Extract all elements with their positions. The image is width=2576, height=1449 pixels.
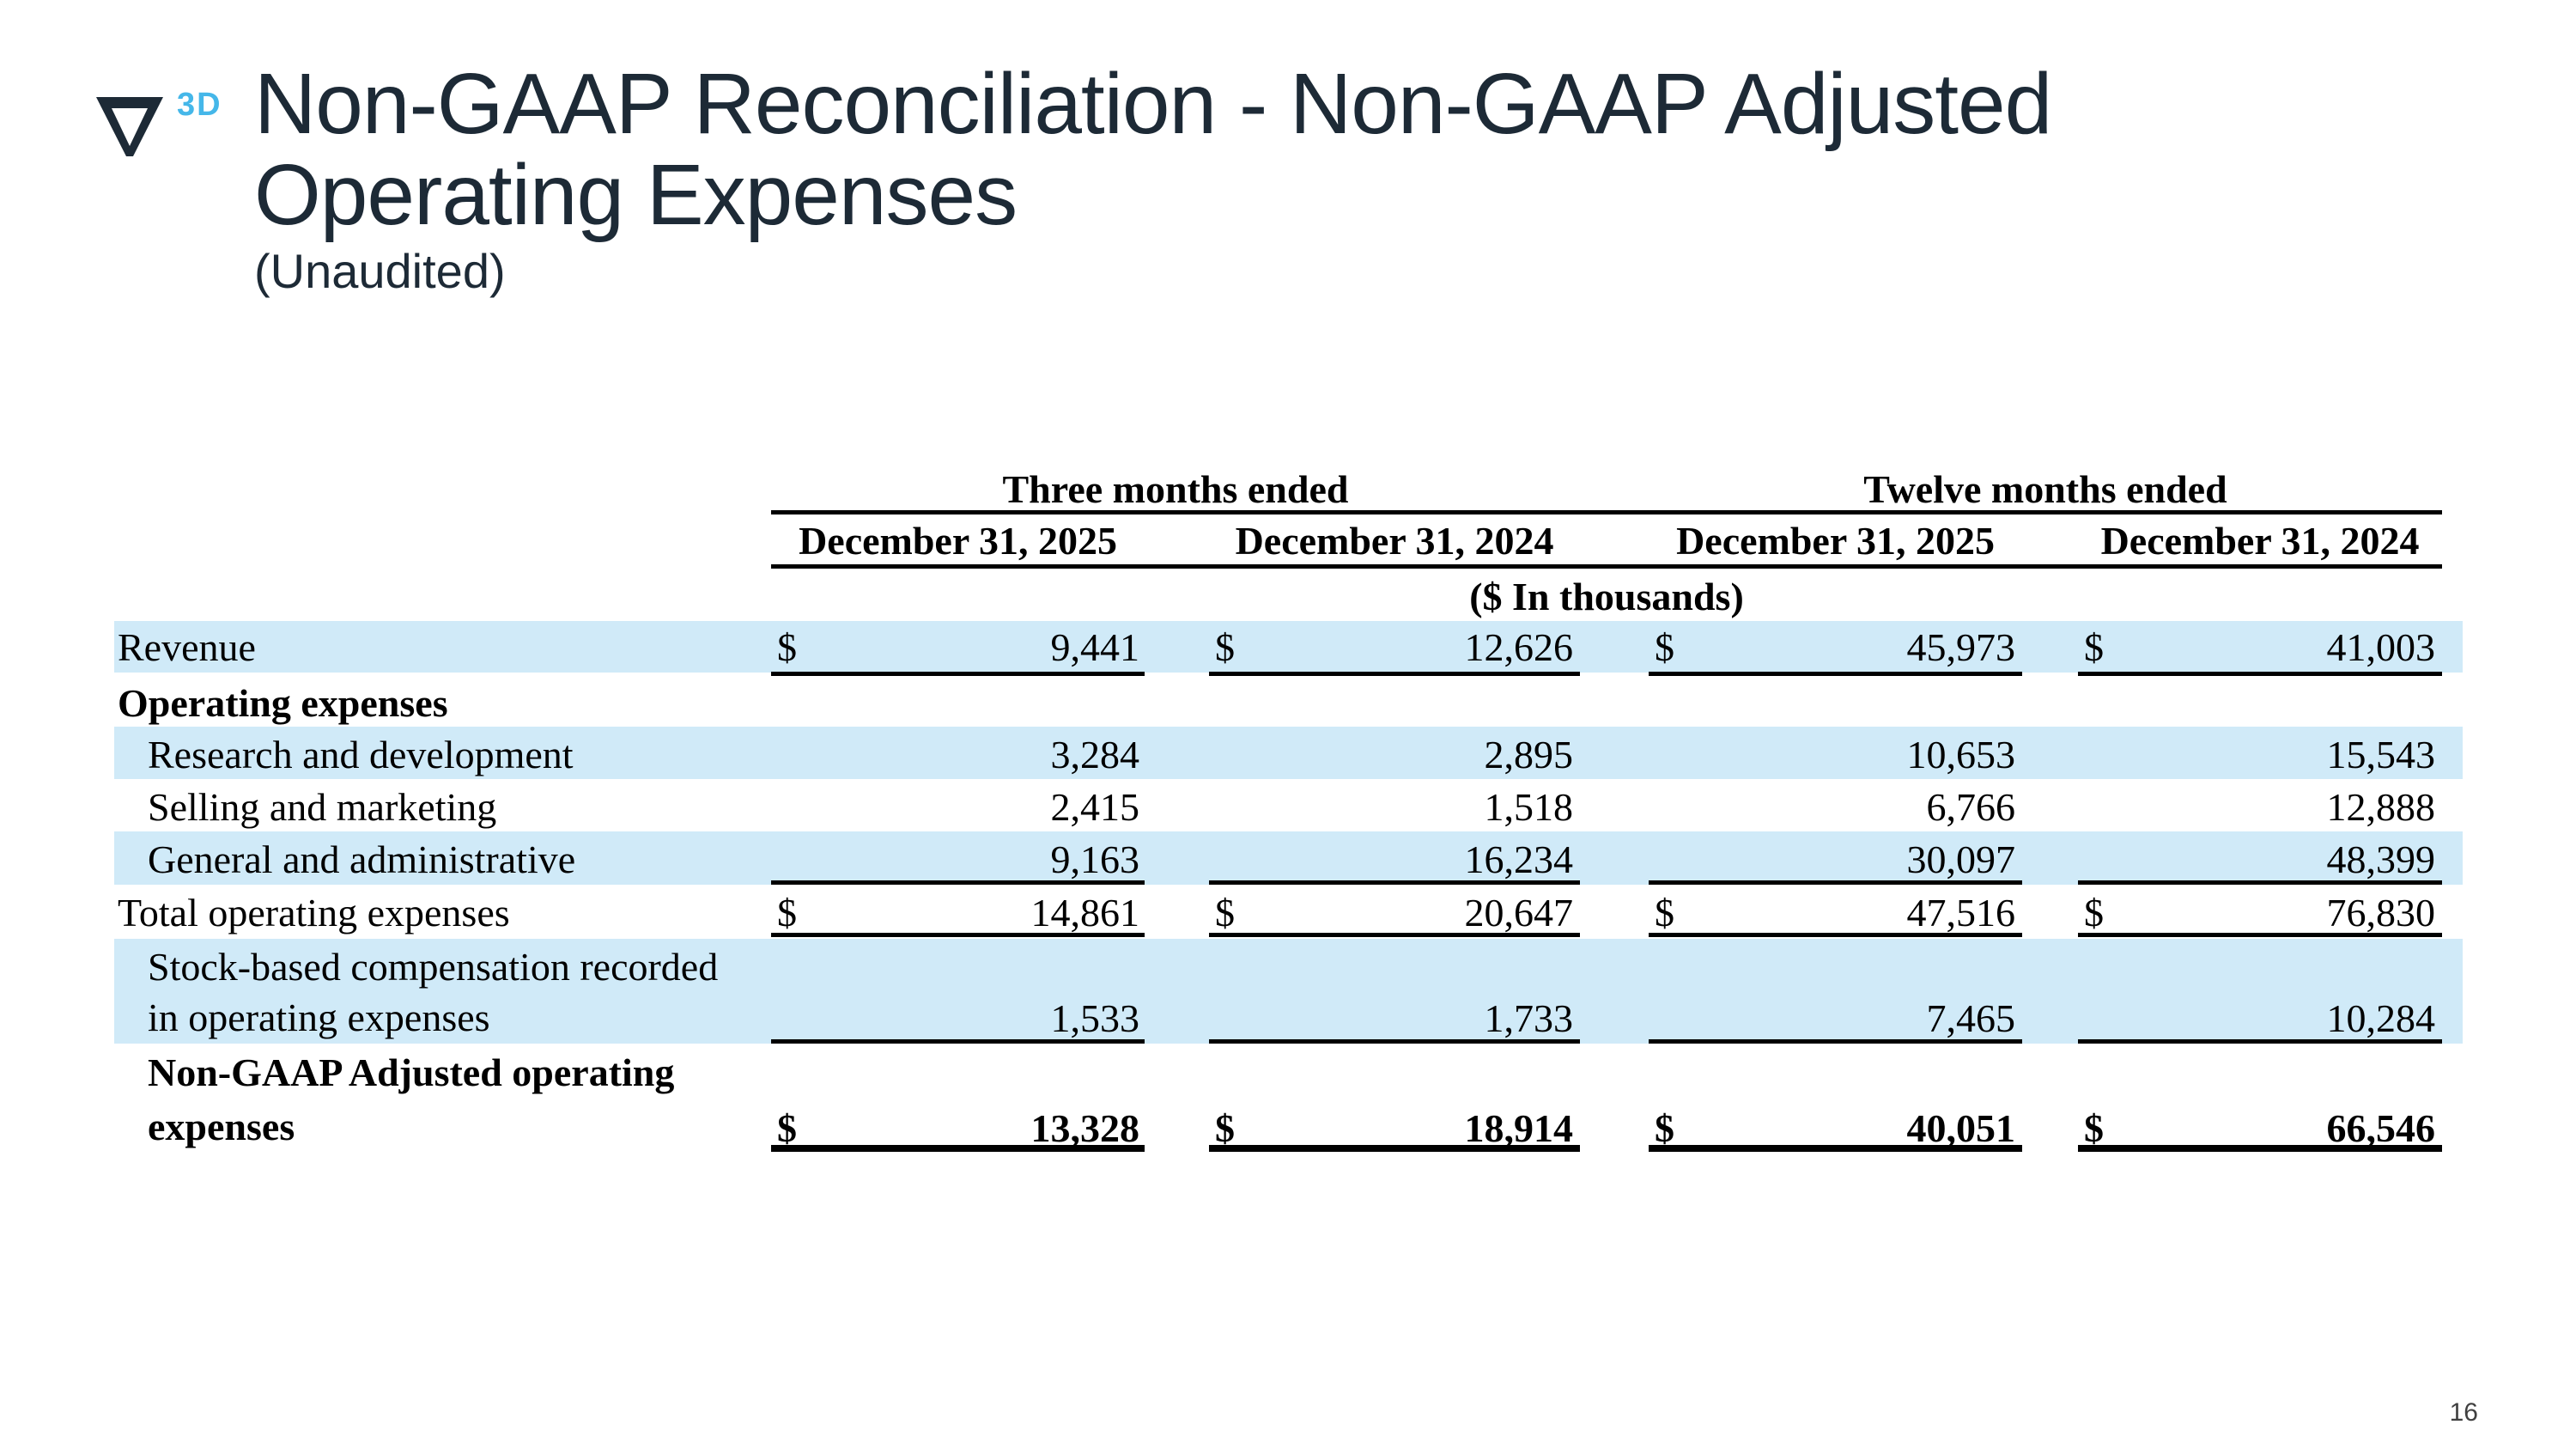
page-title: Non-GAAP Reconciliation - Non-GAAP Adjus…	[254, 56, 2052, 243]
rule-under-revenue	[1649, 672, 2022, 676]
period-group-three-months: Three months ended	[1002, 466, 1349, 511]
page-number: 16	[2449, 1398, 2478, 1427]
dollar-sign: $	[2084, 1105, 2104, 1150]
rule-under-gna	[1649, 880, 2022, 885]
dollar-sign: $	[1655, 890, 1674, 935]
page-title-line1: Non-GAAP Reconciliation - Non-GAAP Adjus…	[254, 56, 2052, 152]
cell-rnd-q-2025: 3,284	[1050, 733, 1140, 776]
row-label-revenue: Revenue	[118, 624, 256, 669]
rule-under-revenue	[1209, 672, 1580, 676]
dollar-sign: $	[777, 624, 797, 669]
dollar-sign: $	[1215, 624, 1235, 669]
cell-non-gaap-y-2024: 66,546	[2326, 1105, 2436, 1150]
cell-rnd-y-2024: 15,543	[2326, 733, 2436, 776]
row-label-selling: Selling and marketing	[148, 785, 497, 829]
row-label-non-gaap-opex: Non-GAAP Adjusted operating expenses	[148, 1050, 675, 1148]
rule-under-sbc	[1209, 1039, 1580, 1044]
rule-under-gna	[1209, 880, 1580, 885]
cell-total-y-2024: 76,830	[2326, 890, 2436, 935]
row-band-gna	[114, 831, 2463, 885]
row-label-gna: General and administrative	[148, 837, 576, 881]
dollar-sign: $	[1655, 624, 1674, 669]
rule-under-revenue	[771, 672, 1145, 676]
column-header-3: December 31, 2025	[1676, 518, 1995, 563]
brand-3d-label: 3D	[177, 87, 222, 123]
row-label-rnd: Research and development	[148, 733, 574, 776]
cell-total-y-2025: 47,516	[1906, 890, 2016, 935]
row-band-sbc	[114, 939, 2463, 1044]
row-label-total-opex: Total operating expenses	[118, 890, 510, 935]
rule-under-sbc	[1649, 1039, 2022, 1044]
cell-sbc-q-2025: 1,533	[1050, 996, 1140, 1040]
cell-gna-q-2025: 9,163	[1050, 837, 1140, 881]
cell-revenue-y-2024: 41,003	[2326, 624, 2436, 669]
page-subtitle: (Unaudited)	[254, 244, 506, 298]
rule-under-non-gaap	[771, 1145, 1145, 1152]
cell-gna-q-2024: 16,234	[1464, 837, 1574, 881]
dollar-sign: $	[2084, 624, 2104, 669]
cell-total-q-2025: 14,861	[1030, 890, 1140, 935]
dollar-sign: $	[777, 890, 797, 935]
page-title-line2: Operating Expenses	[254, 147, 1018, 243]
cell-selling-q-2024: 1,518	[1484, 785, 1574, 829]
cell-non-gaap-q-2024: 18,914	[1464, 1105, 1574, 1150]
dollar-sign: $	[1215, 1105, 1235, 1150]
rule-under-revenue	[2078, 672, 2442, 676]
cell-rnd-q-2024: 2,895	[1484, 733, 1574, 776]
cell-sbc-q-2024: 1,733	[1484, 996, 1574, 1040]
dollar-sign: $	[2084, 890, 2104, 935]
rule-under-total	[1649, 933, 2022, 937]
cell-revenue-y-2025: 45,973	[1906, 624, 2016, 669]
cell-selling-q-2025: 2,415	[1050, 785, 1140, 829]
rule-under-sbc	[771, 1039, 1145, 1044]
rule-under-non-gaap	[1649, 1145, 2022, 1152]
cell-revenue-q-2025: 9,441	[1050, 624, 1140, 669]
cell-gna-y-2025: 30,097	[1906, 837, 2016, 881]
dollar-sign: $	[1215, 890, 1235, 935]
row-label-operating-expenses: Operating expenses	[118, 680, 448, 725]
cell-sbc-y-2025: 7,465	[1926, 996, 2016, 1040]
dollar-sign: $	[1655, 1105, 1674, 1150]
column-header-2: December 31, 2024	[1235, 518, 1554, 563]
row-band-revenue	[114, 621, 2463, 673]
rule-under-non-gaap	[1209, 1145, 1580, 1152]
column-header-4: December 31, 2024	[2100, 518, 2420, 563]
cell-selling-y-2025: 6,766	[1926, 785, 2016, 829]
rule-under-gna	[771, 880, 1145, 885]
row-label-sbc: Stock-based compensation recorded in ope…	[148, 945, 719, 1039]
rule-under-total	[2078, 933, 2442, 937]
company-logo-nabla-icon	[96, 97, 163, 156]
period-group-twelve-months: Twelve months ended	[1863, 466, 2227, 511]
units-note: ($ In thousands)	[1469, 574, 1744, 618]
rule-under-total	[771, 933, 1145, 937]
cell-revenue-q-2024: 12,626	[1464, 624, 1574, 669]
dollar-sign: $	[777, 1105, 797, 1150]
column-header-1: December 31, 2025	[799, 518, 1117, 563]
cell-gna-y-2024: 48,399	[2326, 837, 2436, 881]
cell-non-gaap-y-2025: 40,051	[1906, 1105, 2016, 1150]
rule-under-non-gaap	[2078, 1145, 2442, 1152]
header-rule-top	[771, 510, 2442, 514]
cell-sbc-y-2024: 10,284	[2326, 996, 2436, 1040]
header-rule-bottom	[771, 564, 2442, 569]
rule-under-sbc	[2078, 1039, 2442, 1044]
cell-non-gaap-q-2025: 13,328	[1030, 1105, 1140, 1150]
cell-rnd-y-2025: 10,653	[1906, 733, 2016, 776]
rule-under-gna	[2078, 880, 2442, 885]
rule-under-total	[1209, 933, 1580, 937]
row-band-rnd	[114, 727, 2463, 779]
cell-selling-y-2024: 12,888	[2326, 785, 2436, 829]
cell-total-q-2024: 20,647	[1464, 890, 1574, 935]
